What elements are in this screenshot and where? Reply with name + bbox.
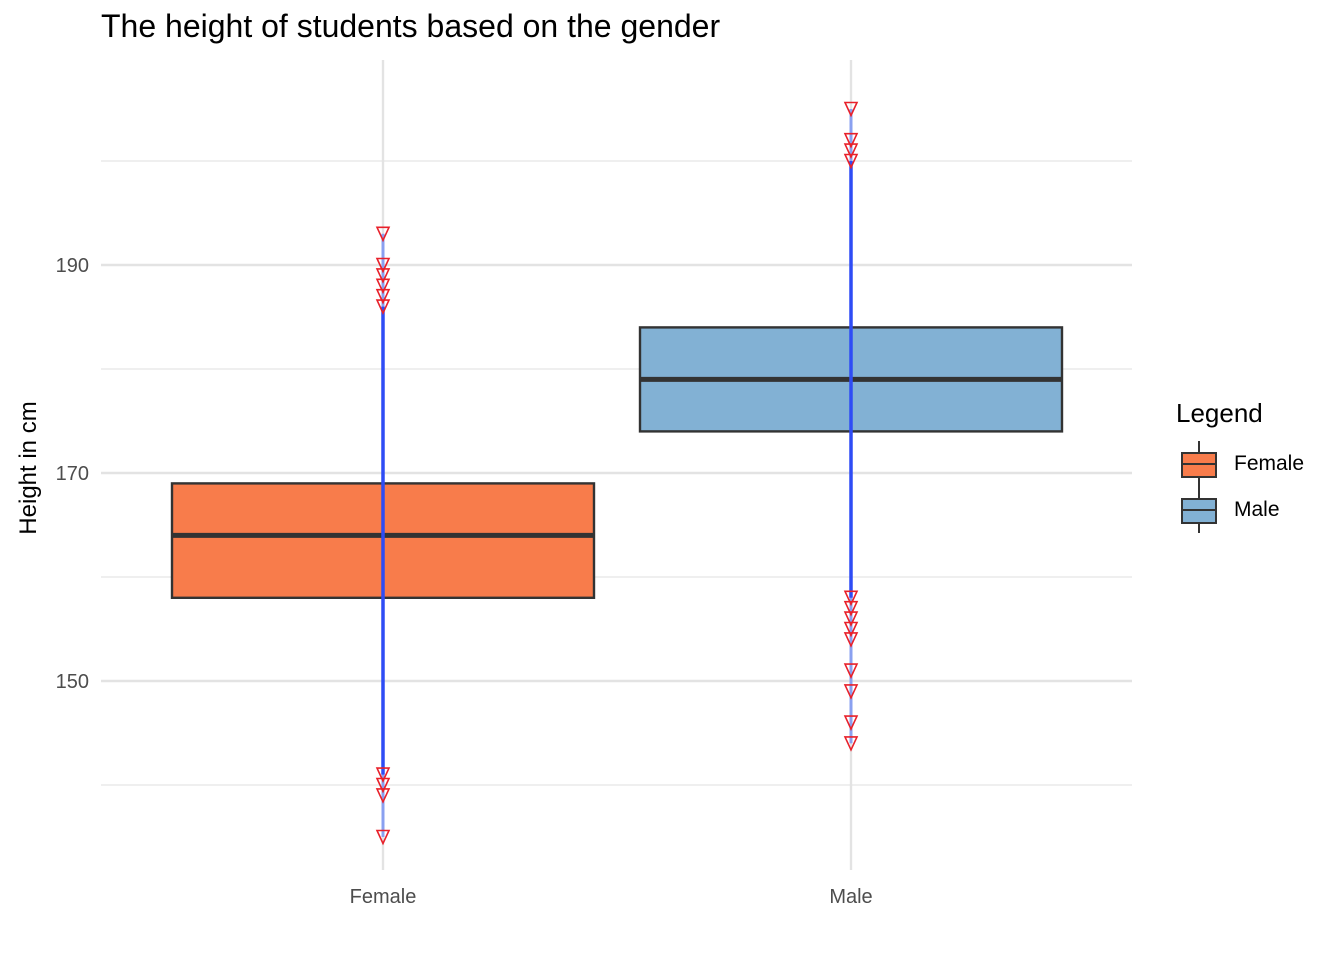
legend-key: [1176, 441, 1222, 487]
data-point: [843, 715, 859, 732]
data-point: [843, 632, 859, 648]
legend-label: Female: [1234, 452, 1305, 475]
data-point: [843, 132, 859, 149]
y-tick-label: 190: [56, 255, 89, 277]
data-point: [843, 663, 859, 680]
data-point: [375, 257, 391, 274]
data-point: [375, 829, 391, 846]
data-point: [843, 153, 859, 170]
boxes: [170, 326, 1064, 599]
data-point: [375, 268, 391, 284]
data-point: [375, 226, 391, 243]
y-axis-title: Height in cm: [15, 401, 42, 534]
legend-key: [1176, 487, 1222, 533]
legend: Legend Female Male: [1176, 398, 1304, 533]
data-point: [843, 101, 859, 118]
data-point: [843, 736, 859, 752]
x-tick-label: Female: [350, 886, 417, 908]
data-point: [843, 621, 859, 638]
grid-lines: [101, 60, 1132, 870]
data-point: [843, 143, 859, 160]
legend-title: Legend: [1176, 398, 1263, 428]
data-point: [843, 684, 859, 700]
legend-item-male: Male: [1176, 487, 1304, 533]
data-point: [375, 278, 391, 295]
legend-item-female: Female: [1176, 441, 1304, 487]
range-lines: [381, 109, 853, 837]
data-points: [375, 101, 859, 846]
data-point: [843, 600, 859, 617]
y-tick-label: 170: [56, 463, 89, 485]
data-point: [375, 299, 391, 316]
x-tick-label: Male: [829, 886, 872, 908]
chart-title: The height of students based on the gend…: [101, 8, 721, 44]
data-point: [375, 788, 391, 804]
data-point: [375, 767, 391, 784]
data-point: [843, 611, 859, 628]
data-point: [375, 777, 391, 794]
data-point: [843, 590, 859, 607]
data-point: [375, 288, 391, 305]
legend-label: Male: [1234, 498, 1280, 521]
axis-ticks: 150 170 190 Female Male: [56, 255, 873, 908]
y-tick-label: 150: [56, 671, 89, 693]
